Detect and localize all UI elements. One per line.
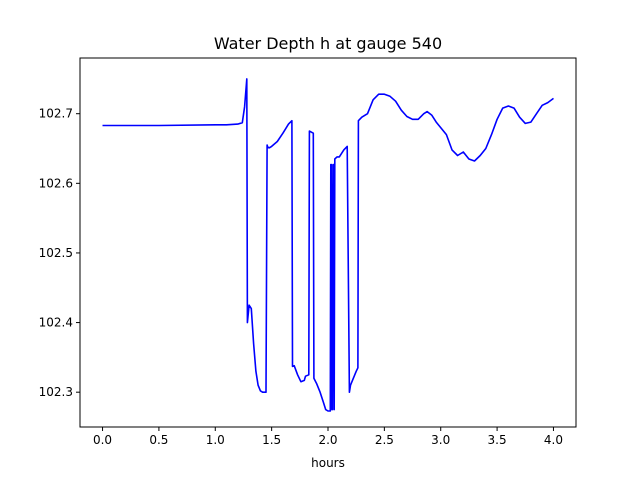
x-tick-label: 1.0 (206, 433, 225, 447)
x-tick-label: 4.0 (544, 433, 563, 447)
x-axis: 0.0 0.5 1.0 1.5 2.0 2.5 3.0 3.5 4.0 (93, 427, 563, 447)
plot-frame (79, 57, 577, 428)
x-tick-label: 2.0 (318, 433, 337, 447)
y-axis: 102.3 102.4 102.5 102.6 102.7 (39, 107, 80, 399)
x-tick-label: 3.0 (431, 433, 450, 447)
x-tick-label: 2.5 (375, 433, 394, 447)
y-tick-label: 102.4 (39, 316, 73, 330)
x-axis-label: hours (311, 456, 345, 470)
x-tick-label: 0.5 (149, 433, 168, 447)
plot-lines (102, 78, 554, 412)
y-tick-label: 102.6 (39, 176, 73, 190)
y-tick-label: 102.5 (39, 246, 73, 260)
x-tick-label: 0.0 (93, 433, 112, 447)
y-tick-label: 102.7 (39, 107, 73, 121)
chart-title: Water Depth h at gauge 540 (214, 34, 442, 53)
series-line (102, 78, 554, 412)
y-tick-label: 102.3 (39, 385, 73, 399)
x-tick-label: 1.5 (262, 433, 281, 447)
x-tick-label: 3.5 (488, 433, 507, 447)
